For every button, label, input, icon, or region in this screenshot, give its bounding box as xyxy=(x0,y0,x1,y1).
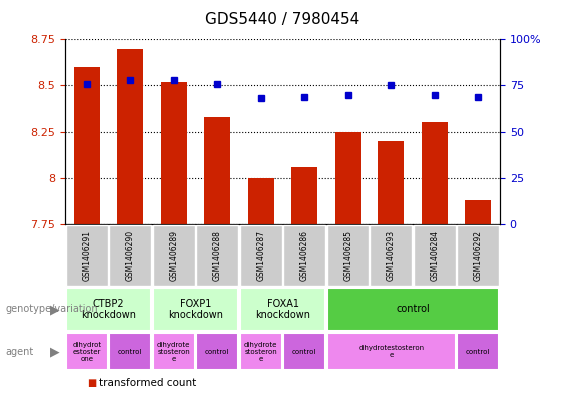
Text: control: control xyxy=(466,349,490,355)
Text: transformed count: transformed count xyxy=(99,378,196,388)
Text: dihydrote
stosteron
e: dihydrote stosteron e xyxy=(157,342,190,362)
FancyBboxPatch shape xyxy=(240,288,325,331)
Text: genotype/variation: genotype/variation xyxy=(6,305,98,314)
FancyBboxPatch shape xyxy=(153,333,194,370)
FancyBboxPatch shape xyxy=(197,333,238,370)
Text: GSM1406292: GSM1406292 xyxy=(474,230,483,281)
Text: dihydrote
stosteron
e: dihydrote stosteron e xyxy=(244,342,277,362)
Text: GDS5440 / 7980454: GDS5440 / 7980454 xyxy=(205,12,360,27)
FancyBboxPatch shape xyxy=(110,225,151,286)
Text: ▶: ▶ xyxy=(50,303,59,316)
FancyBboxPatch shape xyxy=(66,333,107,370)
FancyBboxPatch shape xyxy=(66,288,151,331)
FancyBboxPatch shape xyxy=(110,333,151,370)
FancyBboxPatch shape xyxy=(458,333,499,370)
Bar xyxy=(334,132,361,224)
Bar xyxy=(465,200,492,224)
Text: ▶: ▶ xyxy=(50,345,59,358)
Bar xyxy=(291,167,318,224)
Text: GSM1406289: GSM1406289 xyxy=(170,230,178,281)
Text: GSM1406285: GSM1406285 xyxy=(344,230,352,281)
FancyBboxPatch shape xyxy=(458,225,499,286)
Text: GSM1406291: GSM1406291 xyxy=(82,230,91,281)
Bar xyxy=(160,82,187,224)
Text: agent: agent xyxy=(6,347,34,357)
Bar xyxy=(204,117,231,224)
FancyBboxPatch shape xyxy=(66,225,107,286)
Text: GSM1406293: GSM1406293 xyxy=(387,230,396,281)
Text: GSM1406290: GSM1406290 xyxy=(126,230,134,281)
Text: dihydrot
estoster
one: dihydrot estoster one xyxy=(72,342,101,362)
FancyBboxPatch shape xyxy=(153,288,238,331)
FancyBboxPatch shape xyxy=(414,225,455,286)
FancyBboxPatch shape xyxy=(240,225,281,286)
Text: GSM1406287: GSM1406287 xyxy=(257,230,265,281)
FancyBboxPatch shape xyxy=(327,225,368,286)
Text: FOXP1
knockdown: FOXP1 knockdown xyxy=(168,299,223,320)
Text: control: control xyxy=(118,349,142,355)
FancyBboxPatch shape xyxy=(327,288,499,331)
Bar xyxy=(421,122,448,224)
Text: GSM1406288: GSM1406288 xyxy=(213,230,221,281)
Bar xyxy=(73,67,100,224)
FancyBboxPatch shape xyxy=(197,225,238,286)
FancyBboxPatch shape xyxy=(284,333,325,370)
Text: ■: ■ xyxy=(88,378,97,388)
Bar xyxy=(117,49,144,224)
Text: control: control xyxy=(205,349,229,355)
Text: GSM1406286: GSM1406286 xyxy=(300,230,308,281)
FancyBboxPatch shape xyxy=(327,333,455,370)
Bar xyxy=(378,141,405,224)
Text: control: control xyxy=(396,305,430,314)
Text: GSM1406284: GSM1406284 xyxy=(431,230,439,281)
Text: CTBP2
knockdown: CTBP2 knockdown xyxy=(81,299,136,320)
FancyBboxPatch shape xyxy=(240,333,281,370)
Text: FOXA1
knockdown: FOXA1 knockdown xyxy=(255,299,310,320)
Text: dihydrotestosteron
e: dihydrotestosteron e xyxy=(358,345,424,358)
FancyBboxPatch shape xyxy=(153,225,194,286)
Bar xyxy=(247,178,274,224)
Text: control: control xyxy=(292,349,316,355)
FancyBboxPatch shape xyxy=(284,225,325,286)
FancyBboxPatch shape xyxy=(371,225,412,286)
